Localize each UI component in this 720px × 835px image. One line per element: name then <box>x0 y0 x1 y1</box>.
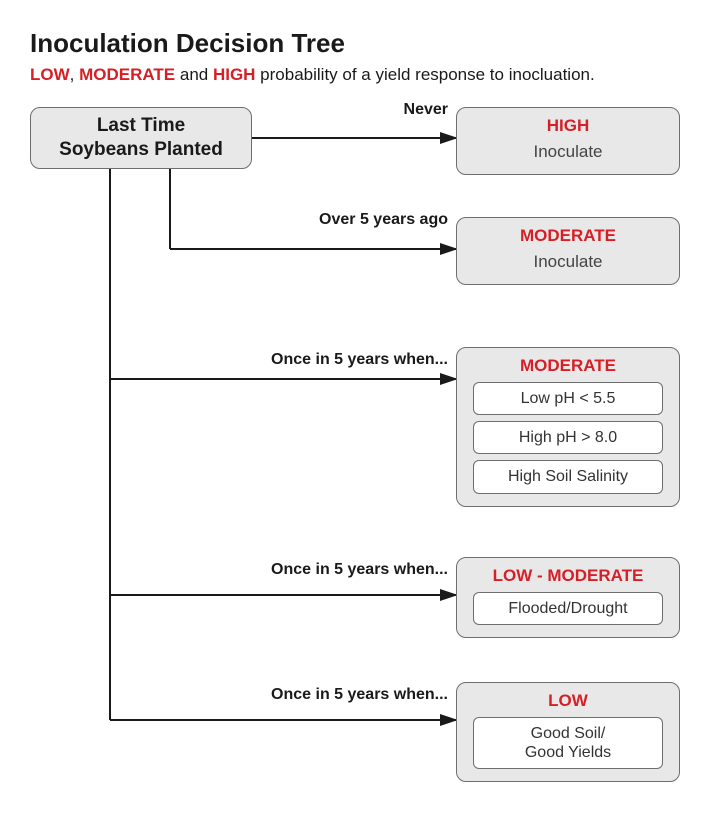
result-chip-3-0: Flooded/Drought <box>473 592 663 625</box>
result-chip-2-2: High Soil Salinity <box>473 460 663 493</box>
result-level-3: LOW - MODERATE <box>467 566 669 586</box>
result-chip-4-0: Good Soil/Good Yields <box>473 717 663 769</box>
result-node-2: MODERATE Low pH < 5.5 High pH > 8.0 High So… <box>456 347 680 507</box>
root-node: Last Time Soybeans Planted <box>30 107 252 169</box>
comma1: , <box>70 65 79 84</box>
edge-label-3: Once in 5 years when... <box>271 561 448 579</box>
subtitle-rest: probability of a yield response to inocl… <box>255 65 594 84</box>
result-node-1: MODERATE Inoculate <box>456 217 680 285</box>
subtitle: LOW, MODERATE and HIGH probability of a … <box>30 65 690 85</box>
and-word: and <box>180 65 213 84</box>
result-level-4: LOW <box>467 691 669 711</box>
result-level-1: MODERATE <box>467 226 669 246</box>
root-line2: Soybeans Planted <box>31 138 251 162</box>
result-chip-2-0: Low pH < 5.5 <box>473 382 663 415</box>
result-chip-2-1: High pH > 8.0 <box>473 421 663 454</box>
result-text-0: Inoculate <box>467 142 669 162</box>
edge-label-1: Over 5 years ago <box>319 211 448 229</box>
result-node-4: LOW Good Soil/Good Yields <box>456 682 680 782</box>
result-level-2: MODERATE <box>467 356 669 376</box>
page-title: Inoculation Decision Tree <box>30 28 690 59</box>
result-level-0: HIGH <box>467 116 669 136</box>
edge-label-0: Never <box>404 101 448 119</box>
edge-label-2: Once in 5 years when... <box>271 351 448 369</box>
result-node-0: HIGH Inoculate <box>456 107 680 175</box>
kw-high: HIGH <box>213 65 256 84</box>
result-node-3: LOW - MODERATE Flooded/Drought <box>456 557 680 638</box>
result-text-1: Inoculate <box>467 252 669 272</box>
decision-tree-diagram: Last Time Soybeans Planted NeverHIGHInoc… <box>30 107 690 807</box>
kw-moderate: MODERATE <box>79 65 175 84</box>
edge-label-4: Once in 5 years when... <box>271 686 448 704</box>
root-line1: Last Time <box>31 114 251 138</box>
kw-low: LOW <box>30 65 70 84</box>
